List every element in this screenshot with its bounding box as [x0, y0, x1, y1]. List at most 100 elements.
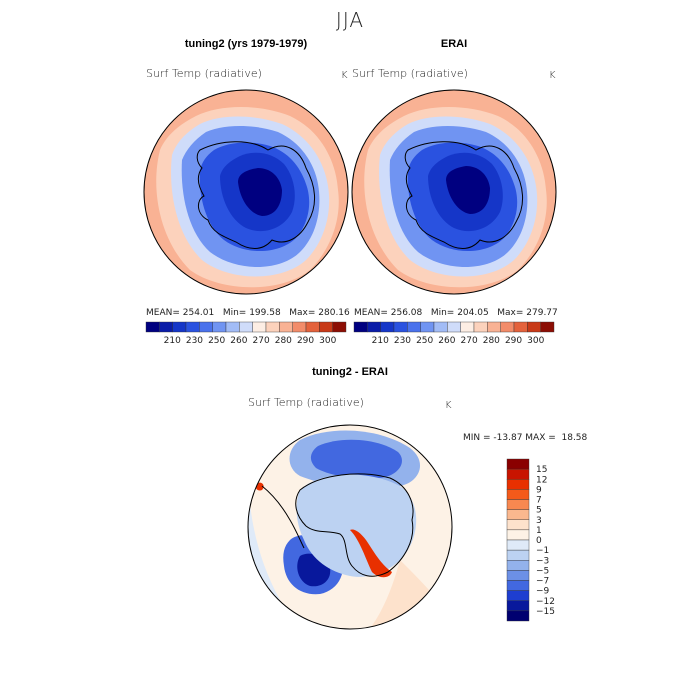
- diff-minus-9-north: [310, 439, 402, 479]
- colorbar-tick-label: 270: [461, 336, 478, 346]
- colorbar-tick-label: 230: [186, 336, 203, 346]
- antarctica-coastline: [404, 141, 523, 249]
- colorbar-swatch: [393, 321, 408, 333]
- map-border-diff: [247, 424, 453, 630]
- colorbar-tick-label: 3: [536, 516, 542, 526]
- colorbar-model: 210 230 250 260 270 280 290 300: [145, 321, 347, 346]
- colorbar-swatch: [506, 519, 530, 531]
- colorbar-tick-label: 280: [275, 336, 292, 346]
- variable-label-obs: Surf Temp (radiative): [352, 67, 468, 80]
- map-border-obs: [351, 89, 557, 295]
- colorbar-tick-label: 250: [416, 336, 433, 346]
- colorbar-swatch: [527, 321, 541, 333]
- colorbar-tick-label: 280: [483, 336, 500, 346]
- variable-label-model: Surf Temp (radiative): [146, 67, 262, 80]
- colorbar-tick-label: 290: [297, 336, 314, 346]
- colorbar-swatch: [506, 479, 530, 490]
- colorbar-tick-label: −5: [536, 566, 549, 576]
- colorbar-tick-label: 290: [505, 336, 522, 346]
- colorbar-tick-label: 260: [438, 336, 455, 346]
- colorbar-swatch: [460, 321, 475, 333]
- colorbar-tick-label: −12: [536, 597, 555, 607]
- colorbar-swatch: [305, 321, 320, 333]
- colorbar-swatch: [159, 321, 173, 333]
- colorbar-swatch: [239, 321, 253, 333]
- colorbar-swatch: [292, 321, 307, 333]
- colorbar-tick-label: 5: [536, 506, 542, 516]
- colorbar-tick-label: −1: [536, 546, 549, 556]
- map-obs: [352, 90, 556, 294]
- colorbar-swatch: [506, 570, 530, 581]
- colorbar-tick-label: 210: [372, 336, 389, 346]
- colorbar-tick-label: 7: [536, 496, 542, 506]
- colorbar-swatch: [212, 321, 227, 333]
- colorbar-swatch: [145, 321, 160, 333]
- colorbar-swatch: [506, 499, 530, 510]
- colorbar-swatch: [420, 321, 435, 333]
- stats-model: MEAN= 254.01 Min= 199.58 Max= 280.16: [146, 308, 350, 318]
- map-border-model: [143, 89, 349, 295]
- diff-plus-9-ridge: [350, 529, 392, 578]
- colorbar-swatch: [407, 321, 421, 333]
- colorbar-swatch: [506, 458, 530, 470]
- colorbar-tick-label: −3: [536, 556, 549, 566]
- colorbar-swatch: [332, 321, 347, 333]
- colorbar-swatch: [447, 321, 461, 333]
- colorbar-tick-label: −7: [536, 577, 549, 587]
- units-label-diff: K: [445, 400, 452, 411]
- colorbar-swatch: [367, 321, 381, 333]
- colorbar-swatch: [279, 321, 293, 333]
- colorbar-tick-label: 260: [230, 336, 247, 346]
- panel-title-diff: tuning2 - ERAI: [312, 366, 388, 378]
- units-label-obs: K: [549, 70, 556, 81]
- colorbar-swatch: [513, 321, 528, 333]
- colorbar-tick-label: 270: [253, 336, 270, 346]
- units-label-model: K: [341, 70, 348, 81]
- colorbar-swatch: [487, 321, 501, 333]
- colorbar-swatch: [500, 321, 515, 333]
- contour-210: [238, 168, 282, 216]
- colorbar-tick-label: 0: [536, 536, 542, 546]
- colorbar-swatch: [265, 321, 280, 333]
- colorbar-tick-label: 250: [208, 336, 225, 346]
- stats-diff: MIN = -13.87 MAX = 18.58: [463, 433, 588, 443]
- colorbar-swatch: [380, 321, 395, 333]
- colorbar-swatch: [185, 321, 200, 333]
- stats-obs: MEAN= 256.08 Min= 204.05 Max= 279.77: [354, 308, 558, 318]
- colorbar-swatch: [506, 468, 530, 480]
- variable-label-diff: Surf Temp (radiative): [248, 396, 364, 409]
- colorbar-swatch: [540, 321, 555, 333]
- colorbar-swatch: [252, 321, 267, 333]
- colorbar-swatch: [506, 580, 530, 591]
- antarctica-coastline: [295, 473, 414, 577]
- colorbar-tick-label: 210: [164, 336, 181, 346]
- colorbar-tick-label: −15: [536, 607, 555, 617]
- colorbar-swatch: [433, 321, 448, 333]
- colorbar-swatch: [506, 509, 530, 520]
- contour-210: [446, 166, 490, 214]
- colorbar-tick-label: 15: [536, 465, 547, 475]
- colorbar-swatch: [506, 560, 530, 571]
- colorbar-swatch: [506, 600, 530, 612]
- colorbar-tick-label: 300: [527, 336, 544, 346]
- panel-title-obs: ERAI: [440, 38, 468, 50]
- colorbar-obs: 210 230 250 260 270 280 290 300: [353, 321, 555, 346]
- panel-title-model: tuning2 (yrs 1979-1979): [184, 38, 308, 50]
- colorbar-swatch: [353, 321, 368, 333]
- colorbar-tick-label: 230: [394, 336, 411, 346]
- colorbar-swatch: [506, 539, 530, 551]
- colorbar-swatch: [473, 321, 488, 333]
- peninsula-coastline: [261, 485, 305, 549]
- colorbar-swatch: [506, 590, 530, 601]
- colorbar-swatch: [225, 321, 240, 333]
- colorbar-tick-label: 300: [319, 336, 336, 346]
- colorbar-tick-label: 1: [536, 526, 542, 536]
- colorbar-swatch: [172, 321, 187, 333]
- figure-title: JJA: [335, 8, 365, 32]
- antarctica-coastline: [196, 141, 315, 249]
- colorbar-tick-label: 12: [536, 475, 547, 485]
- colorbar-swatch: [319, 321, 333, 333]
- colorbar-tick-label: 9: [536, 485, 542, 495]
